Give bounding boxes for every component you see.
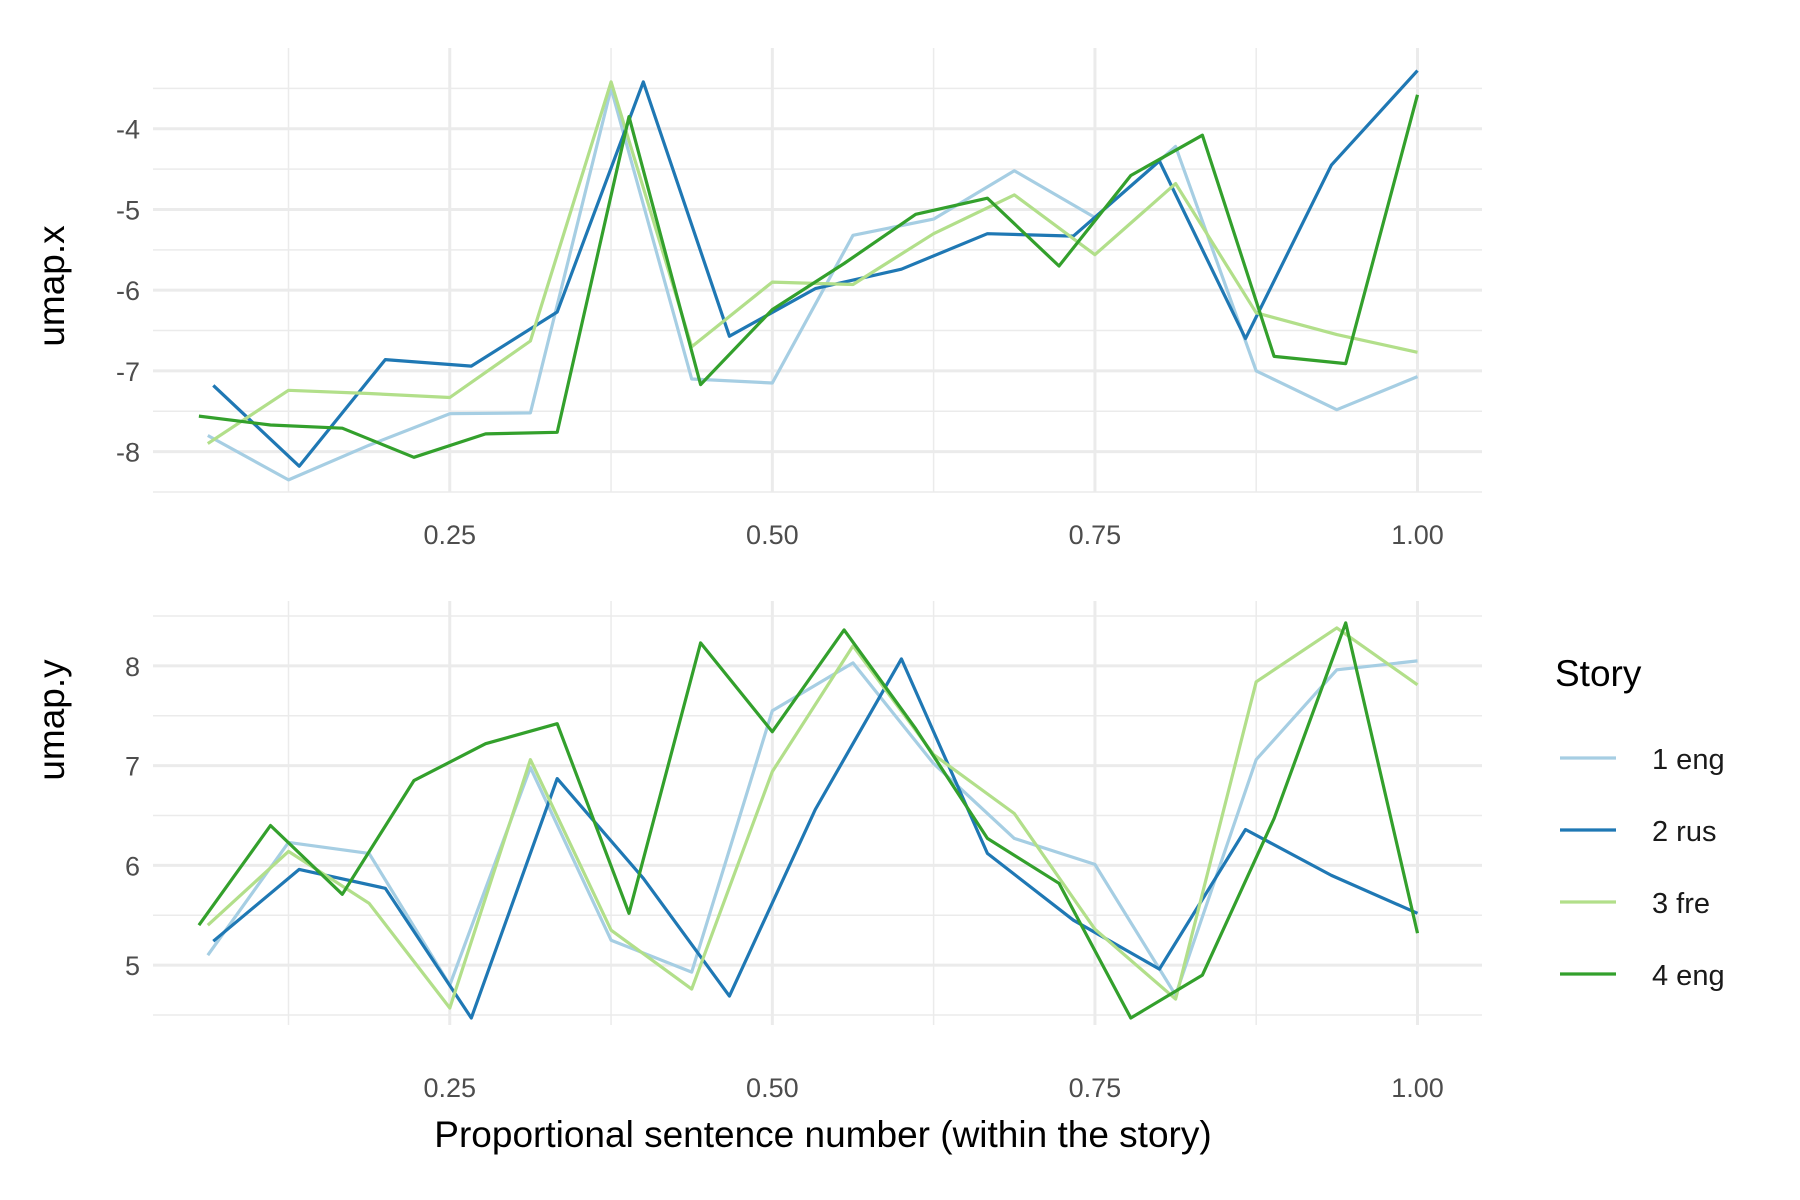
umap-x-y-tick-label: -4 [116,115,140,145]
panel-umap-x-grid [153,48,1482,493]
umap-x-x-tick-label: 0.50 [746,520,799,550]
umap-y-x-tick-label: 0.50 [746,1073,799,1103]
y-axis-title-umap-x: umap.x [31,225,72,347]
legend-label-3-fre: 3 fre [1652,888,1710,920]
umap-y-y-tick-label: 6 [125,851,140,881]
legend-entries: 1 eng 2 rus 3 fre 4 eng [1560,744,1725,992]
legend-label-1-eng: 1 eng [1652,744,1725,776]
umap-x-series-4-eng-line [198,94,1420,459]
umap-x-y-tick-label: -6 [116,276,140,306]
panel-umap-x-series [198,69,1420,482]
panel-umap-y-grid [153,601,1482,1025]
panel-umap-y-series [197,621,1420,1020]
y-axis-title-umap-y: umap.y [31,659,72,781]
legend-label-4-eng: 4 eng [1652,960,1725,992]
umap-x-y-tick-label: -5 [116,195,140,225]
umap-x-y-tick-label: -7 [116,357,140,387]
panel-umap-y-y-tick-labels: 5 6 7 8 [125,652,140,981]
umap-x-x-tick-label: 1.00 [1391,520,1444,550]
legend-item-1-eng: 1 eng [1560,744,1725,776]
umap-y-x-tick-label: 1.00 [1391,1073,1444,1103]
umap-x-x-tick-label: 0.75 [1069,520,1122,550]
panel-umap-x-x-tick-labels: 0.25 0.50 0.75 1.00 [423,520,1443,550]
legend-item-3-fre: 3 fre [1560,888,1710,920]
panel-umap-y-x-tick-labels: 0.25 0.50 0.75 1.00 [423,1073,1443,1103]
legend-item-4-eng: 4 eng [1560,960,1725,992]
umap-x-series-2-rus-line [212,69,1419,468]
legend: Story 1 eng 2 rus 3 fre 4 eng [1555,653,1725,992]
umap-x-series-1-eng-line [207,86,1419,482]
x-axis-title: Proportional sentence number (within the… [434,1114,1211,1155]
umap-x-y-tick-label: -8 [116,438,140,468]
legend-item-2-rus: 2 rus [1560,816,1716,848]
umap-y-y-tick-label: 7 [125,752,140,782]
umap-y-series-3-fre-line [206,626,1419,1010]
umap-y-x-tick-label: 0.75 [1069,1073,1122,1103]
legend-title: Story [1555,653,1642,694]
umap-y-y-tick-label: 8 [125,652,140,682]
umap-x-x-tick-label: 0.25 [423,520,476,550]
umap-y-x-tick-label: 0.25 [423,1073,476,1103]
umap-y-y-tick-label: 5 [125,951,140,981]
legend-label-2-rus: 2 rus [1652,816,1716,848]
panel-umap-x-y-tick-labels: -8 -7 -6 -5 -4 [116,115,140,468]
umap-y-series-4-eng-line [197,621,1420,1020]
panel-umap-y: 5 6 7 8 0.25 0.50 0.75 1.00 umap.y [31,601,1482,1103]
panel-umap-x: -8 -7 -6 -5 -4 0.25 0.50 0.75 1.00 umap.x [31,48,1482,550]
umap-y-series-2-rus-line [212,657,1419,1020]
